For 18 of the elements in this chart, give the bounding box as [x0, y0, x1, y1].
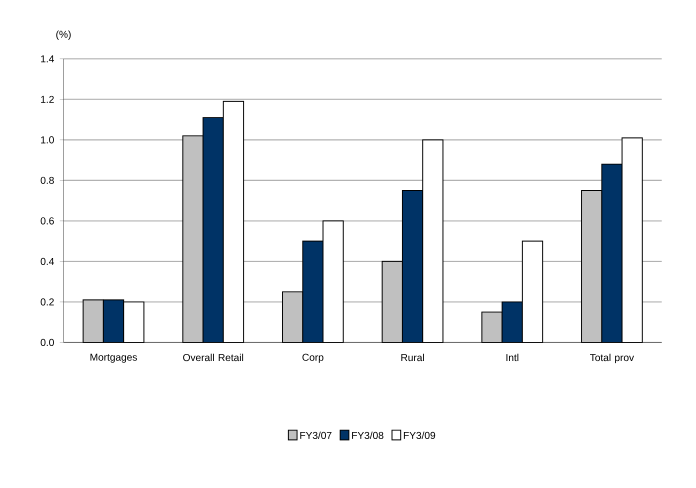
x-tick-label: Rural — [401, 354, 424, 362]
x-tick-label: Corp — [302, 354, 324, 363]
y-tick-label: 0.8 — [40, 176, 54, 184]
x-tick-label: Overall Retail — [183, 354, 244, 362]
x-tick-label: Total prov — [590, 354, 634, 364]
legend-label: FY3/07 — [300, 432, 332, 439]
y-tick-label: 0.4 — [40, 258, 54, 265]
y-tick-label: 1.2 — [41, 96, 54, 103]
legend-label: FY3/09 — [404, 432, 436, 439]
y-axis-title: (%) — [56, 30, 71, 40]
legend-label: FY3/08 — [352, 432, 384, 439]
y-tick-label: 0.2 — [40, 298, 54, 306]
y-tick-label: 1.4 — [41, 55, 54, 62]
y-tick-label: 0.0 — [40, 338, 54, 346]
x-tick-label: Intl — [506, 354, 518, 362]
y-tick-label: 0.6 — [40, 217, 54, 224]
x-tick-label: Mortgages — [90, 354, 137, 363]
y-tick-label: 1.0 — [41, 136, 54, 144]
